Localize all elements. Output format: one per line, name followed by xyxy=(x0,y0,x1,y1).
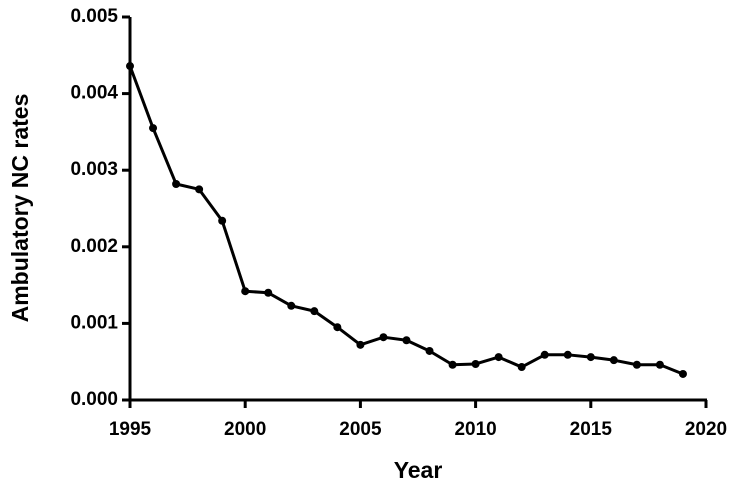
point xyxy=(471,359,480,368)
x-tick-label: 2005 xyxy=(339,419,382,440)
point xyxy=(655,360,664,369)
point xyxy=(241,287,250,296)
point xyxy=(632,360,641,369)
point xyxy=(218,216,227,225)
y-tick-label: 0.002 xyxy=(70,236,118,257)
y-tick-label: 0.001 xyxy=(70,312,118,333)
point xyxy=(333,323,342,332)
x-axis-label: Year xyxy=(394,457,443,483)
point xyxy=(149,124,158,133)
point xyxy=(172,179,181,188)
point xyxy=(264,288,273,297)
point xyxy=(195,185,204,194)
point xyxy=(563,350,572,359)
point xyxy=(287,301,296,310)
point xyxy=(517,363,526,372)
x-tick-label: 2000 xyxy=(224,419,266,440)
point xyxy=(126,62,134,71)
point xyxy=(609,356,618,365)
x-tick-label: 1995 xyxy=(109,419,152,440)
point xyxy=(586,353,595,362)
y-tick-label: 0.000 xyxy=(70,389,118,410)
y-tick-label: 0.003 xyxy=(70,159,118,180)
y-tick-label: 0.005 xyxy=(70,6,118,27)
point xyxy=(402,336,411,345)
point xyxy=(425,346,434,355)
x-tick-label: 2010 xyxy=(454,419,496,440)
point xyxy=(448,360,457,369)
x-tick-label: 2020 xyxy=(685,419,727,440)
y-tick-label: 0.004 xyxy=(70,83,118,104)
point xyxy=(540,350,549,359)
y-axis-label: Ambulatory NC rates xyxy=(7,94,33,323)
point xyxy=(310,307,319,316)
point xyxy=(356,340,365,349)
point xyxy=(494,353,503,362)
point xyxy=(678,369,687,378)
point xyxy=(379,333,388,342)
line xyxy=(128,65,684,376)
x-tick-label: 2015 xyxy=(570,419,613,440)
